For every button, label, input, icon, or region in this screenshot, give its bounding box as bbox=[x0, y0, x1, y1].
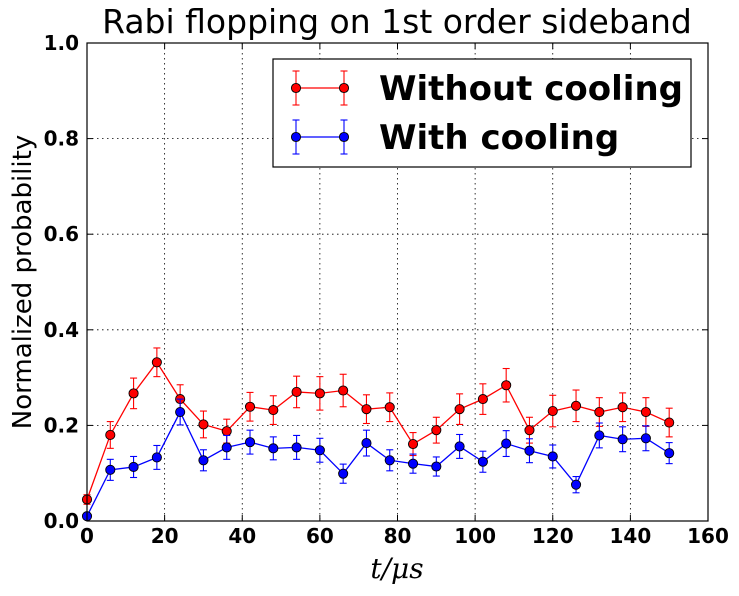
data-point bbox=[524, 425, 535, 436]
x-tick-label: 160 bbox=[687, 524, 729, 548]
data-point bbox=[431, 425, 442, 436]
data-point bbox=[338, 385, 349, 396]
data-point bbox=[501, 380, 512, 391]
series-line bbox=[86, 361, 670, 500]
x-tick-label: 140 bbox=[610, 524, 652, 548]
data-point bbox=[501, 438, 512, 449]
x-tick-label: 0 bbox=[80, 524, 94, 548]
x-tick-label: 100 bbox=[454, 524, 496, 548]
y-tick-label: 0.2 bbox=[44, 413, 79, 437]
series-1 bbox=[81, 398, 675, 522]
y-axis-label: Normalized probability bbox=[8, 135, 38, 429]
legend-marker bbox=[290, 82, 302, 94]
data-point bbox=[105, 429, 116, 441]
legend-marker bbox=[290, 131, 302, 143]
data-point bbox=[244, 437, 256, 448]
data-point bbox=[361, 438, 372, 449]
data-point bbox=[198, 455, 209, 466]
data-point bbox=[547, 451, 558, 462]
x-tick-label: 40 bbox=[228, 524, 256, 548]
data-point bbox=[291, 386, 302, 397]
data-point bbox=[570, 400, 582, 411]
legend-item: With cooling bbox=[290, 118, 619, 158]
data-point bbox=[640, 433, 651, 444]
data-point bbox=[477, 394, 488, 405]
data-point bbox=[384, 455, 395, 466]
data-point bbox=[570, 479, 582, 490]
data-point bbox=[454, 441, 465, 452]
data-point bbox=[314, 445, 325, 456]
y-tick-label: 0.4 bbox=[44, 318, 79, 342]
y-tick-label: 0.8 bbox=[44, 127, 79, 151]
plot-series bbox=[81, 347, 675, 522]
data-point bbox=[128, 461, 139, 473]
data-point bbox=[338, 468, 349, 479]
legend-box bbox=[272, 58, 692, 168]
data-point bbox=[314, 388, 325, 399]
legend-marker bbox=[338, 82, 350, 94]
data-point bbox=[221, 442, 232, 453]
legend-marker bbox=[338, 131, 350, 143]
data-point bbox=[664, 448, 675, 459]
data-point bbox=[175, 406, 186, 418]
data-point bbox=[128, 388, 139, 399]
data-point bbox=[268, 405, 279, 416]
data-point bbox=[198, 419, 209, 430]
series-line bbox=[86, 410, 670, 517]
data-point bbox=[361, 404, 372, 415]
y-tick-label: 0.6 bbox=[44, 222, 79, 246]
axis-ticks: 0 20 40 60 80 100 120 140 160 0.0 0.2 0.4 0.6 0.8 1.0 bbox=[44, 31, 729, 548]
data-point bbox=[664, 417, 675, 428]
y-tick-label: 0.0 bbox=[44, 509, 79, 533]
data-point bbox=[454, 404, 465, 415]
data-point bbox=[617, 402, 628, 413]
data-point bbox=[431, 461, 442, 472]
chart-title: Rabi flopping on 1st order sideband bbox=[102, 2, 692, 41]
data-point bbox=[617, 434, 628, 445]
y-tick-label: 1.0 bbox=[44, 31, 79, 55]
data-point bbox=[524, 445, 535, 456]
legend-label: Without cooling bbox=[379, 69, 683, 109]
legend-item: Without cooling bbox=[290, 69, 683, 109]
x-tick-label: 120 bbox=[532, 524, 574, 548]
data-point bbox=[384, 402, 395, 413]
x-tick-label: 60 bbox=[306, 524, 334, 548]
legend: Without cooling With cooling bbox=[272, 58, 692, 168]
data-point bbox=[151, 452, 162, 463]
data-point bbox=[105, 464, 116, 475]
x-axis-label: t/μs bbox=[370, 552, 423, 585]
data-point bbox=[407, 458, 419, 469]
data-point bbox=[477, 456, 488, 467]
legend-label: With cooling bbox=[379, 118, 619, 158]
x-tick-label: 20 bbox=[151, 524, 179, 548]
data-point bbox=[640, 406, 651, 418]
data-point bbox=[151, 357, 162, 368]
data-point bbox=[244, 401, 256, 412]
series-0 bbox=[81, 347, 675, 505]
data-point bbox=[291, 442, 302, 453]
data-point bbox=[594, 406, 605, 418]
data-point bbox=[407, 438, 419, 450]
data-point bbox=[268, 443, 279, 454]
data-point bbox=[221, 426, 232, 437]
data-point bbox=[594, 430, 605, 441]
data-point bbox=[547, 406, 558, 417]
x-tick-label: 80 bbox=[384, 524, 412, 548]
